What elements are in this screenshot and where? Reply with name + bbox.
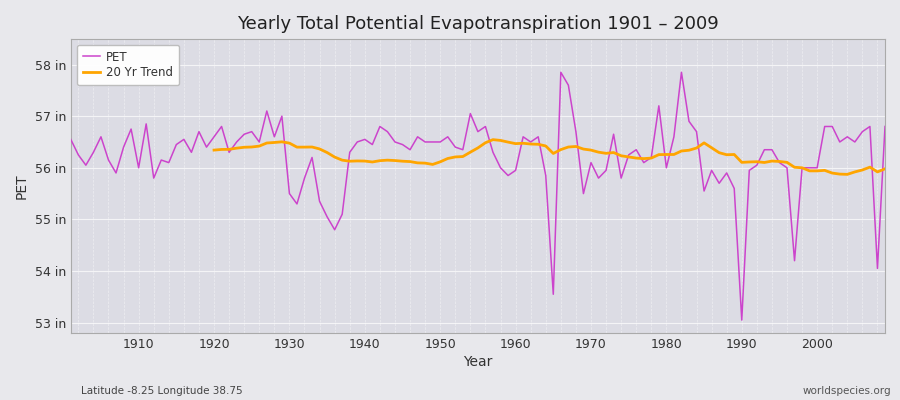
20 Yr Trend <box>292 145 302 150</box>
PET <box>66 137 77 142</box>
PET <box>292 202 302 206</box>
PET <box>879 124 890 129</box>
PET <box>608 132 619 137</box>
PET <box>555 70 566 75</box>
Title: Yearly Total Potential Evapotranspiration 1901 – 2009: Yearly Total Potential Evapotranspiratio… <box>237 15 719 33</box>
20 Yr Trend <box>503 140 514 144</box>
Line: 20 Yr Trend: 20 Yr Trend <box>214 140 885 174</box>
PET <box>337 212 347 217</box>
PET <box>503 173 514 178</box>
Y-axis label: PET: PET <box>15 173 29 199</box>
Line: PET: PET <box>71 72 885 320</box>
PET <box>510 168 521 173</box>
Legend: PET, 20 Yr Trend: PET, 20 Yr Trend <box>76 45 179 85</box>
Text: Latitude -8.25 Longitude 38.75: Latitude -8.25 Longitude 38.75 <box>81 386 243 396</box>
20 Yr Trend <box>337 158 347 162</box>
PET <box>126 127 137 132</box>
Text: worldspecies.org: worldspecies.org <box>803 386 891 396</box>
20 Yr Trend <box>510 141 521 146</box>
20 Yr Trend <box>600 151 611 156</box>
20 Yr Trend <box>879 166 890 171</box>
PET <box>736 318 747 322</box>
X-axis label: Year: Year <box>464 355 492 369</box>
